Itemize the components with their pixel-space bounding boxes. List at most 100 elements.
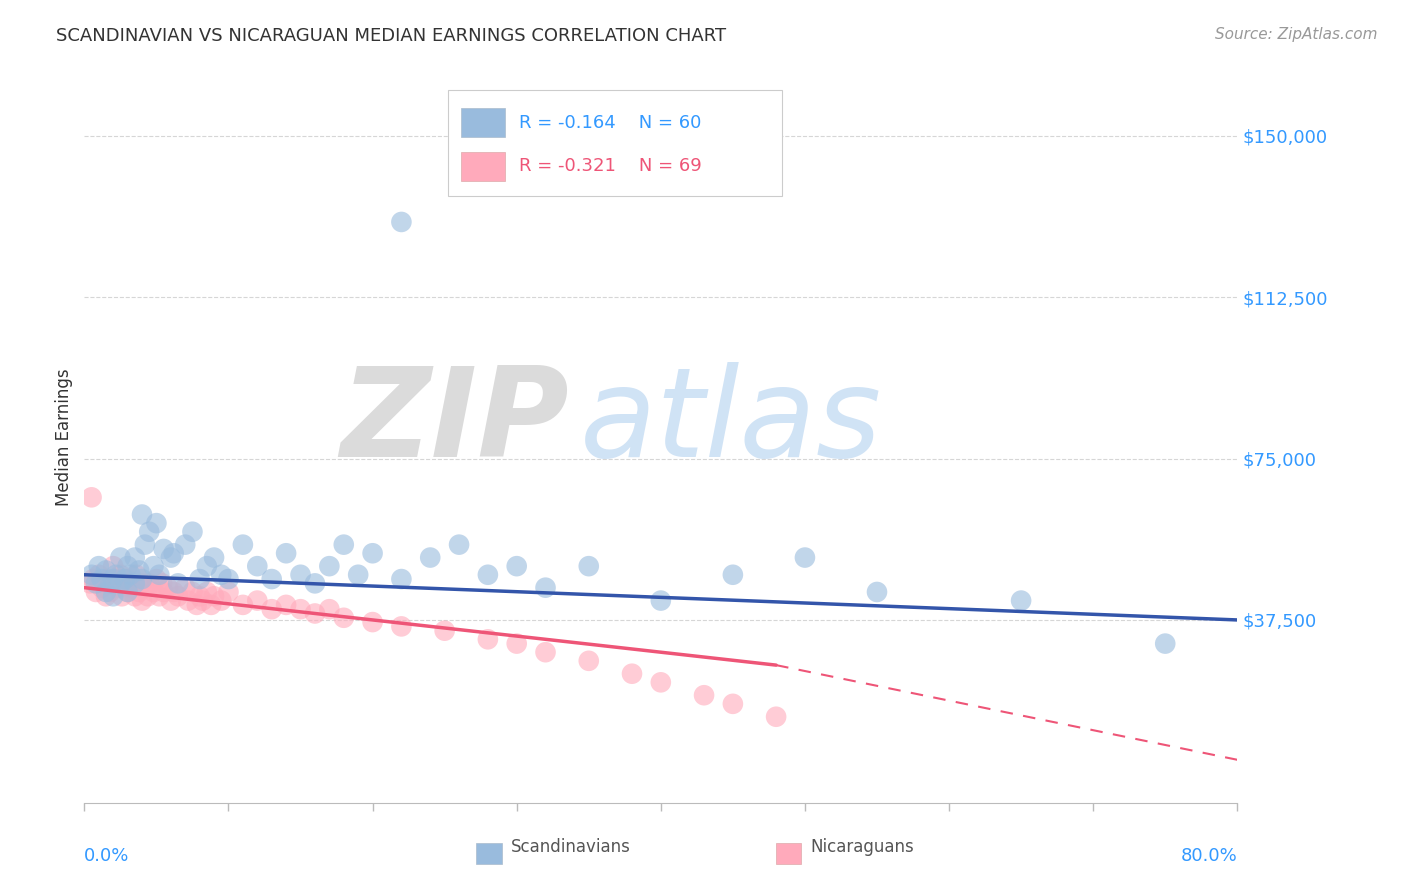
Point bbox=[195, 559, 218, 574]
Point bbox=[150, 576, 173, 591]
Point bbox=[156, 581, 179, 595]
Point bbox=[117, 585, 139, 599]
Point bbox=[186, 598, 208, 612]
Text: 0.0%: 0.0% bbox=[84, 847, 129, 864]
Point bbox=[391, 619, 413, 633]
Point bbox=[290, 602, 312, 616]
Point bbox=[87, 567, 110, 582]
Point bbox=[152, 585, 174, 599]
Point bbox=[347, 567, 370, 582]
Point bbox=[114, 572, 136, 586]
Point bbox=[181, 585, 204, 599]
Point bbox=[276, 598, 298, 612]
Point bbox=[167, 576, 190, 591]
Point bbox=[578, 559, 600, 574]
Point bbox=[477, 632, 499, 647]
Point bbox=[1010, 593, 1032, 607]
Text: Nicaraguans: Nicaraguans bbox=[811, 838, 914, 856]
Point bbox=[80, 491, 103, 505]
Point bbox=[304, 576, 326, 591]
Text: 80.0%: 80.0% bbox=[1181, 847, 1237, 864]
Point bbox=[134, 581, 156, 595]
Point bbox=[218, 585, 240, 599]
Point bbox=[148, 589, 170, 603]
Point bbox=[260, 602, 283, 616]
Point bbox=[276, 546, 298, 560]
Point bbox=[721, 697, 744, 711]
Text: atlas: atlas bbox=[581, 362, 882, 483]
Point bbox=[318, 559, 340, 574]
Point bbox=[117, 585, 139, 599]
Point bbox=[167, 589, 190, 603]
Point bbox=[188, 572, 211, 586]
Point bbox=[174, 538, 197, 552]
Point bbox=[260, 572, 283, 586]
Point bbox=[131, 593, 153, 607]
Point bbox=[650, 675, 672, 690]
Point bbox=[419, 550, 441, 565]
Point bbox=[90, 581, 112, 595]
Point bbox=[124, 550, 146, 565]
Point bbox=[108, 581, 131, 595]
Point bbox=[128, 585, 150, 599]
Point bbox=[209, 567, 232, 582]
Point bbox=[290, 567, 312, 582]
Point bbox=[145, 572, 167, 586]
Point bbox=[98, 576, 121, 591]
Point bbox=[84, 576, 107, 591]
Text: ZIP: ZIP bbox=[340, 362, 568, 483]
Text: Source: ZipAtlas.com: Source: ZipAtlas.com bbox=[1215, 27, 1378, 42]
Point bbox=[174, 581, 197, 595]
Point bbox=[361, 546, 384, 560]
Point bbox=[142, 585, 165, 599]
Point bbox=[110, 567, 132, 582]
Point bbox=[177, 593, 200, 607]
Point bbox=[128, 564, 150, 578]
Point bbox=[391, 572, 413, 586]
Point bbox=[103, 559, 124, 574]
Point bbox=[148, 567, 170, 582]
Point bbox=[188, 589, 211, 603]
Point bbox=[98, 585, 121, 599]
Bar bbox=[461, 108, 505, 137]
Point bbox=[142, 559, 165, 574]
Point bbox=[111, 589, 134, 603]
Point bbox=[163, 546, 186, 560]
Point bbox=[232, 598, 254, 612]
Point bbox=[621, 666, 644, 681]
Point bbox=[136, 589, 159, 603]
Point bbox=[721, 567, 744, 582]
Point bbox=[1154, 637, 1177, 651]
Point bbox=[246, 593, 269, 607]
Point bbox=[506, 559, 529, 574]
Point bbox=[138, 576, 160, 591]
Point bbox=[110, 576, 132, 591]
Point bbox=[202, 550, 225, 565]
Point bbox=[131, 508, 153, 522]
Point bbox=[124, 576, 146, 591]
Point bbox=[110, 550, 132, 565]
Point bbox=[103, 572, 124, 586]
Point bbox=[122, 576, 145, 591]
Y-axis label: Median Earnings: Median Earnings bbox=[55, 368, 73, 506]
Point bbox=[433, 624, 456, 638]
Point bbox=[125, 567, 148, 582]
Point bbox=[534, 581, 557, 595]
Point bbox=[246, 559, 269, 574]
Point bbox=[84, 585, 107, 599]
Point bbox=[124, 589, 146, 603]
Point bbox=[103, 576, 124, 591]
Point bbox=[94, 564, 117, 578]
Point bbox=[105, 572, 128, 586]
Point bbox=[90, 572, 112, 586]
Bar bbox=[776, 843, 801, 863]
Bar bbox=[461, 152, 505, 181]
Point bbox=[218, 572, 240, 586]
Point bbox=[103, 589, 124, 603]
Point bbox=[765, 710, 787, 724]
Point bbox=[94, 585, 117, 599]
Point bbox=[105, 567, 128, 582]
Point bbox=[209, 593, 232, 607]
Point bbox=[181, 524, 204, 539]
Point bbox=[191, 593, 214, 607]
